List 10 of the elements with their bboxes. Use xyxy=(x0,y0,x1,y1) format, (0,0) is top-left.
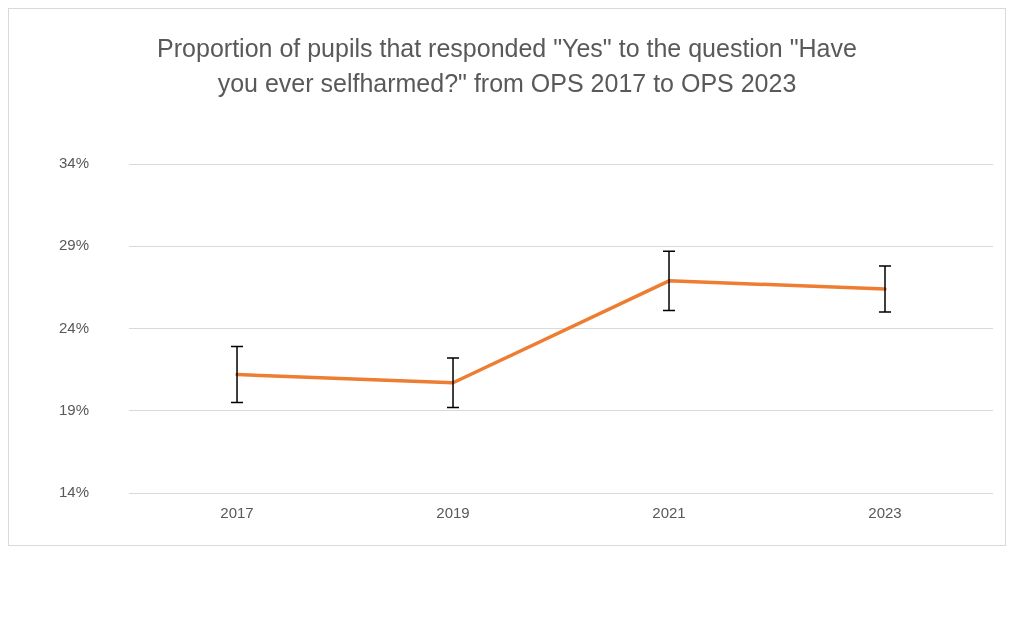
x-tick-label: 2019 xyxy=(436,504,470,522)
y-tick-label: 34% xyxy=(58,154,90,172)
y-tick-label: 14% xyxy=(58,483,90,501)
x-tick-label: 2021 xyxy=(652,504,686,522)
x-tick-label: 2017 xyxy=(220,504,254,522)
y-tick-label: 29% xyxy=(58,236,90,254)
y-tick-label: 19% xyxy=(58,400,90,418)
chart-title: Proportion of pupils that responded "Yes" to the question "Have you ever selfharmed?" from OPS 2017 to OPS 2023 xyxy=(156,33,858,99)
x-tick-label: 2023 xyxy=(868,504,902,522)
y-tick-label: 24% xyxy=(58,318,90,336)
